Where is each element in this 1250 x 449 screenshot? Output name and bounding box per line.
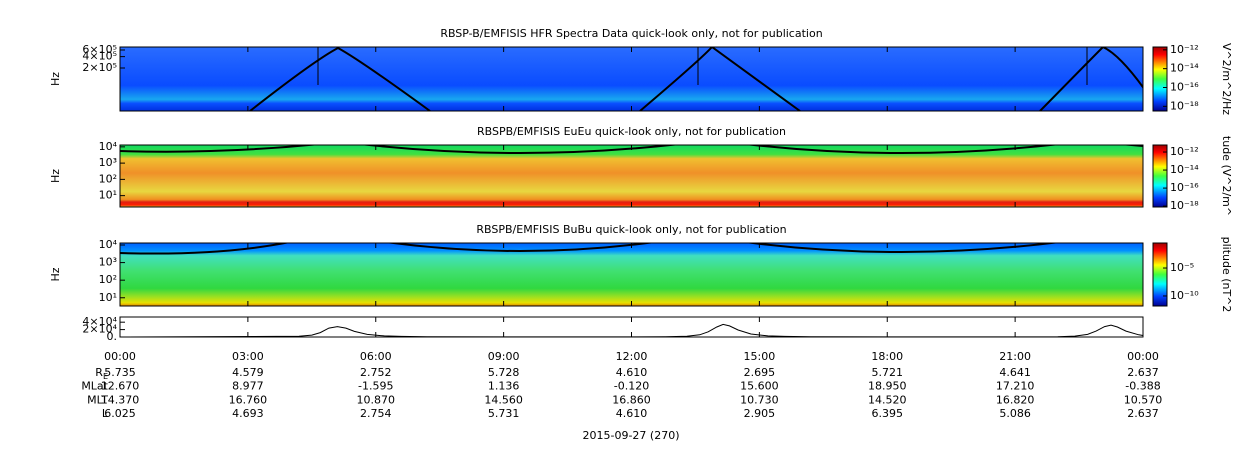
overlay-curve (120, 145, 1143, 154)
ephemeris-value: 14.520 (868, 393, 907, 406)
colorbar-tick-label: 10⁻¹⁴ (1170, 163, 1199, 176)
colorbar-tick-label: 10⁻¹⁸ (1170, 99, 1199, 112)
x-tick-label: 03:00 (232, 350, 264, 363)
ephemeris-value: 4.641 (999, 366, 1031, 379)
colorbar-tick-label: 10⁻¹⁶ (1170, 81, 1199, 94)
spectrogram-image (120, 243, 1143, 306)
colorbar-label: tude (V^2/m^ (1220, 136, 1233, 216)
colorbar-tick-label: 10⁻⁵ (1170, 261, 1194, 274)
ephemeris-value: 5.721 (872, 366, 904, 379)
y-tick-label: 2×10⁵ (82, 61, 117, 74)
spectrogram-image (120, 47, 1143, 111)
ephemeris-value: 1.136 (488, 380, 520, 393)
ephemeris-value: -0.388 (1125, 380, 1160, 393)
y-tick-label: 10² (99, 273, 117, 286)
colorbar-tick-label: 10⁻¹² (1170, 145, 1199, 158)
ephemeris-value: 10.570 (1124, 393, 1163, 406)
ephemeris-row-label: MLat (81, 380, 108, 393)
x-tick-label: 12:00 (616, 350, 648, 363)
ephemeris-value: 4.693 (232, 407, 264, 420)
y-tick-label: 10¹ (99, 291, 117, 304)
y-axis-label: Hz (49, 169, 62, 183)
colorbar-tick-label: 10⁻¹⁴ (1170, 62, 1199, 75)
ephemeris-value: 2.752 (360, 366, 392, 379)
panel-title: RBSPB/EMFISIS BuBu quick-look only, not … (476, 223, 786, 236)
ephemeris-value: 18.950 (868, 380, 907, 393)
ephemeris-value: 2.637 (1127, 407, 1159, 420)
overlay-curve (249, 47, 431, 111)
panel-title: RBSP-B/EMFISIS HFR Spectra Data quick-lo… (440, 27, 822, 40)
x-tick-label: 15:00 (744, 350, 776, 363)
ephemeris-row-label-sub: E (103, 372, 108, 381)
y-tick-label: 10³ (99, 256, 117, 269)
ephemeris-value: 4.610 (616, 407, 648, 420)
ephemeris-value: 6.025 (104, 407, 136, 420)
y-tick-label: 4×10⁵ (82, 50, 117, 63)
colorbar-tick-label: 10⁻¹⁸ (1170, 199, 1199, 212)
y-tick-label: 10⁴ (99, 140, 118, 153)
ephemeris-value: -0.120 (614, 380, 649, 393)
ephemeris-value: 10.870 (357, 393, 396, 406)
ephemeris-value: 16.820 (996, 393, 1035, 406)
ephemeris-value: 2.637 (1127, 366, 1159, 379)
colorbar (1152, 242, 1168, 307)
colorbar (1152, 144, 1168, 208)
y-tick-label: 0. (107, 330, 118, 343)
colorbar-label: V^2/m^2/Hz (1220, 43, 1233, 115)
x-tick-label: 06:00 (360, 350, 392, 363)
ephemeris-value: 4.610 (616, 366, 648, 379)
ephemeris-value: 4.579 (232, 366, 264, 379)
ephemeris-value: 15.600 (740, 380, 779, 393)
ephemeris-value: 5.086 (999, 407, 1031, 420)
x-tick-label: 18:00 (871, 350, 903, 363)
y-tick-label: 6×10⁵ (82, 43, 117, 56)
spectrogram-images (120, 47, 1143, 306)
y-tick-label: 10¹ (99, 189, 117, 202)
spectrogram-image (120, 145, 1143, 207)
y-axis-label: Hz (49, 267, 62, 281)
y-tick-label: 10² (99, 172, 117, 185)
colorbar-tick-label: 10⁻¹⁰ (1170, 289, 1199, 302)
overlay-curves (120, 243, 1061, 255)
ephemeris-row-label-main: R (95, 366, 103, 379)
y-tick-label: 4×10⁴ (82, 315, 117, 328)
x-tick-label: 21:00 (999, 350, 1031, 363)
ephemeris-value: 2.695 (744, 366, 776, 379)
overlay-curve (120, 243, 1061, 255)
y-axis-label: Hz (49, 72, 62, 86)
ephemeris-value: 2.754 (360, 407, 392, 420)
panel-title: RBSPB/EMFISIS EuEu quick-look only, not … (477, 125, 786, 138)
ephemeris-value: 14.560 (484, 393, 523, 406)
ephemeris-value: 8.977 (232, 380, 264, 393)
ephemeris-value: 16.860 (612, 393, 651, 406)
colorbar (1152, 46, 1168, 112)
ephemeris-value: 6.395 (872, 407, 904, 420)
y-tick-label: 2×10⁴ (82, 323, 117, 336)
x-tick-label: 09:00 (488, 350, 520, 363)
ephemeris-value: 5.731 (488, 407, 520, 420)
date-label: 2015-09-27 (270) (582, 429, 679, 442)
ephemeris-value: 10.730 (740, 393, 779, 406)
overlay-curves (120, 145, 1143, 154)
y-tick-label: 10⁴ (99, 238, 118, 251)
colorbar-label: plitude (nT^2 (1220, 237, 1233, 313)
ephemeris-value: -1.595 (358, 380, 393, 393)
colorbar-tick-label: 10⁻¹⁶ (1170, 181, 1199, 194)
ephemeris-value: 17.210 (996, 380, 1035, 393)
ephemeris-value: 5.735 (104, 366, 136, 379)
x-tick-label: 00:00 (104, 350, 136, 363)
ephemeris-value: 2.905 (744, 407, 776, 420)
ephemeris-value: 16.760 (229, 393, 268, 406)
y-tick-label: 10³ (99, 156, 117, 169)
colorbar-tick-label: 10⁻¹² (1170, 43, 1199, 56)
ephemeris-value: 12.670 (101, 380, 140, 393)
ephemeris-row-label: RE (95, 366, 108, 381)
ephemeris-row-label: MLT (87, 393, 108, 406)
ephemeris-value: 14.370 (101, 393, 140, 406)
ephemeris-value: 5.728 (488, 366, 520, 379)
ephemeris-row-label: L (102, 407, 109, 420)
x-tick-label: 00:00 (1127, 350, 1159, 363)
data-line (119, 323, 1144, 338)
